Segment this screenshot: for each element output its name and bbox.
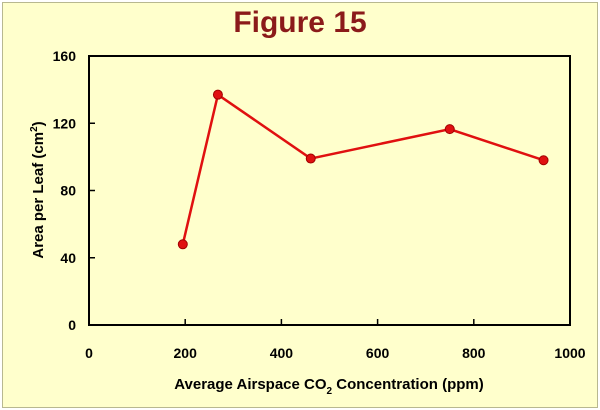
x-tick-label: 1000 <box>554 345 585 361</box>
chart-title: Figure 15 <box>233 6 367 39</box>
y-tick-label: 40 <box>60 250 76 266</box>
y-axis-label: Area per Leaf (cm2) <box>29 121 47 258</box>
y-tick-label: 120 <box>53 115 77 131</box>
data-point <box>212 89 223 100</box>
y-tick-label: 80 <box>60 183 76 199</box>
x-tick-label: 600 <box>366 345 390 361</box>
plot-area <box>88 55 571 326</box>
x-tick-label: 0 <box>85 345 93 361</box>
data-point <box>177 239 188 250</box>
x-axis-label: Average Airspace CO2 Concentration (ppm) <box>174 376 484 397</box>
data-point <box>444 124 455 135</box>
x-tick-label: 400 <box>270 345 294 361</box>
x-tick-label: 200 <box>174 345 198 361</box>
data-point <box>538 155 549 166</box>
x-tick-label: 800 <box>462 345 486 361</box>
data-point <box>305 153 316 164</box>
y-tick-label: 0 <box>68 317 76 333</box>
y-tick-label: 160 <box>53 48 77 64</box>
